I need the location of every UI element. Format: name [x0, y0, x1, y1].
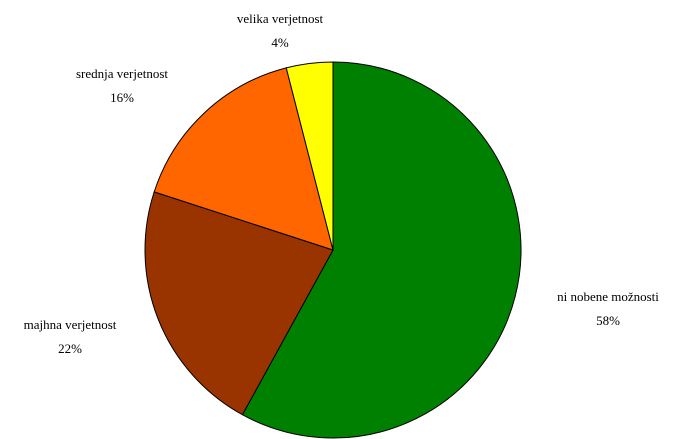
- slice-value-label: 58%: [596, 313, 620, 328]
- slice-label: ni nobene možnosti: [557, 289, 659, 304]
- slice-label: majhna verjetnost: [24, 317, 117, 332]
- pie-slice: [144, 191, 334, 416]
- slice-value-label: 4%: [271, 35, 289, 50]
- pie-slice: [285, 61, 334, 251]
- slice-value-label: 16%: [110, 90, 134, 105]
- slice-value-label: 22%: [58, 341, 82, 356]
- slice-label: srednja verjetnost: [76, 66, 168, 81]
- slice-label: velika verjetnost: [237, 11, 324, 26]
- pie-slice: [153, 67, 334, 251]
- pie-slice: [241, 61, 522, 439]
